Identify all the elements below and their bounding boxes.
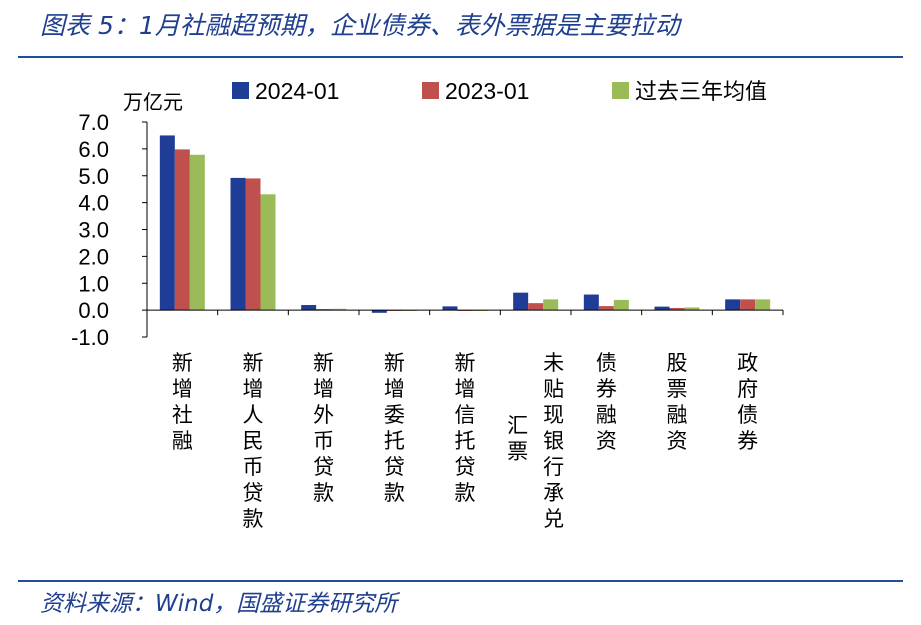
source-note: 资料来源：Wind，国盛证券研究所	[40, 591, 398, 617]
x-category-label: 新增外币贷款	[313, 351, 334, 505]
x-category-label: 政府债券	[737, 351, 758, 453]
bar	[442, 306, 458, 311]
x-category-label: 债券融资	[596, 351, 617, 453]
bar	[654, 306, 670, 311]
x-category-label: 汇票	[507, 413, 528, 463]
y-tick-label: 7.0	[78, 110, 109, 135]
title-divider	[18, 56, 903, 58]
bar	[583, 294, 599, 311]
bar	[513, 292, 529, 311]
x-category-label: 未贴现银行承兑	[543, 351, 564, 531]
bar	[740, 299, 756, 311]
bar	[684, 307, 700, 311]
bar	[613, 299, 629, 311]
y-tick-label: 2.0	[78, 244, 109, 269]
bar	[598, 306, 614, 311]
bar	[301, 305, 317, 311]
legend-item: 过去三年均值	[612, 80, 767, 105]
y-tick-label: 0.0	[78, 298, 109, 323]
y-tick-label: -1.0	[71, 325, 109, 350]
bar	[528, 303, 544, 311]
bar	[725, 299, 741, 311]
footer-divider	[18, 580, 903, 582]
legend-label: 2024-01	[255, 78, 339, 104]
y-tick-label: 4.0	[78, 191, 109, 216]
bar	[159, 135, 175, 311]
bar-chart: 万亿元 2024-01 2023-01 过去三年均值 7.06.05.04.03.0…	[71, 78, 784, 531]
legend-swatch	[422, 82, 439, 99]
x-category-label: 股票融资	[667, 351, 688, 453]
bar	[669, 307, 685, 311]
bar	[371, 310, 387, 313]
y-tick-label: 6.0	[78, 137, 109, 162]
x-axis	[146, 309, 784, 316]
bar	[174, 149, 190, 311]
bar	[316, 309, 332, 311]
figure-title: 图表 5：1月社融超预期，企业债券、表外票据是主要拉动	[40, 11, 680, 40]
bar	[230, 177, 246, 311]
legend-item: 2023-01	[422, 78, 529, 104]
x-category-label: 新增人民币贷款	[243, 351, 264, 531]
legend-swatch	[612, 82, 629, 99]
bar	[755, 299, 771, 311]
x-category-label: 新增委托贷款	[384, 351, 405, 505]
bar	[189, 154, 205, 311]
legend-label: 2023-01	[445, 78, 529, 104]
y-axis-unit-label: 万亿元	[123, 90, 183, 114]
chart-bars	[159, 135, 771, 313]
y-tick-label: 1.0	[78, 271, 109, 296]
bar	[543, 299, 559, 311]
y-tick-label: 5.0	[78, 164, 109, 189]
y-tick-label: 3.0	[78, 218, 109, 243]
x-category-label: 新增社融	[172, 351, 193, 453]
bar	[331, 308, 347, 311]
bar	[245, 178, 261, 311]
chart-legend: 2024-01 2023-01 过去三年均值	[232, 78, 767, 105]
legend-label: 过去三年均值	[635, 80, 767, 105]
y-axis: 7.06.05.04.03.02.01.00.0-1.0	[71, 110, 148, 350]
bar	[260, 194, 276, 311]
legend-item: 2024-01	[232, 78, 339, 104]
x-category-label: 新增信托贷款	[455, 351, 476, 505]
legend-swatch	[232, 82, 249, 99]
